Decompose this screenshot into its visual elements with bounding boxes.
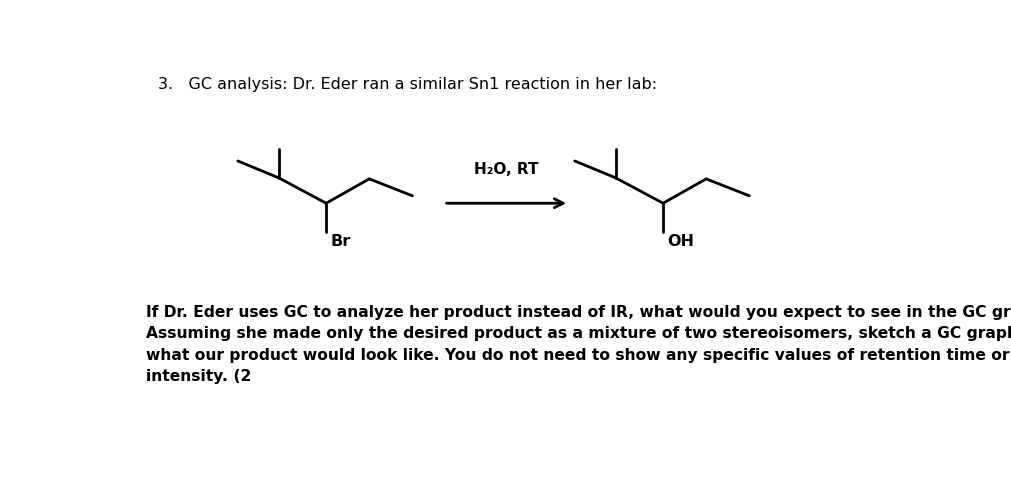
Text: Br: Br [330,234,351,249]
Text: H₂O, RT: H₂O, RT [474,162,539,177]
Text: If Dr. Eder uses GC to analyze her product instead of IR, what would you expect : If Dr. Eder uses GC to analyze her produ… [146,305,1011,385]
Text: OH: OH [667,234,694,249]
Text: 3.   GC analysis: Dr. Eder ran a similar Sn1 reaction in her lab:: 3. GC analysis: Dr. Eder ran a similar S… [158,77,657,92]
